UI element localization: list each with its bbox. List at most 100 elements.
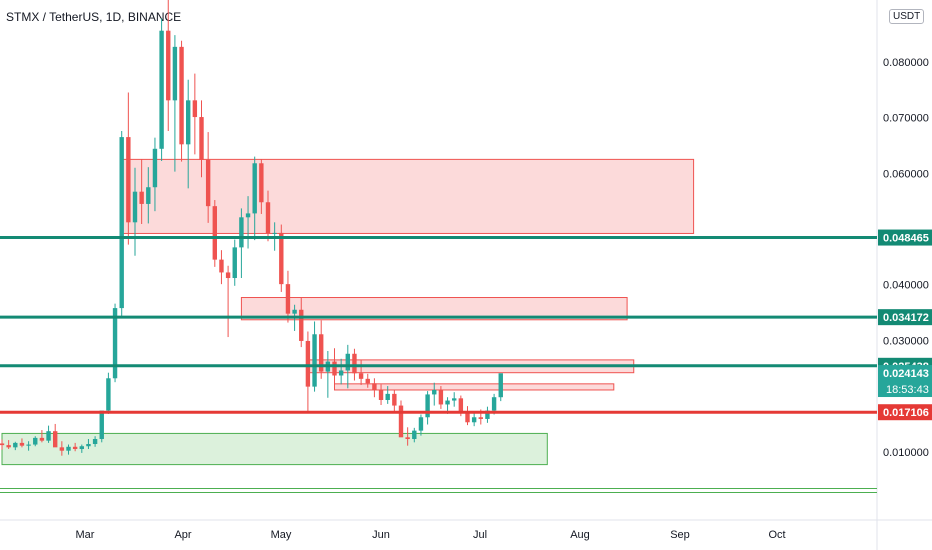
level-label-bg-1 — [878, 309, 932, 326]
candle-body-43 — [285, 284, 291, 314]
candle-body-39 — [259, 163, 264, 203]
candle-body-2 — [13, 442, 18, 448]
resistance-zone-1 — [240, 297, 628, 321]
candle-body-20 — [132, 191, 138, 223]
candle-body-1 — [6, 445, 11, 448]
current-price-bg — [878, 365, 932, 398]
chart-title: STMX / TetherUS, 1D, BINANCE — [6, 10, 182, 24]
y-tick-label-2: 0.060000 — [883, 168, 929, 180]
candle-body-67 — [445, 400, 450, 405]
candle-body-51 — [338, 370, 344, 376]
candle-body-16 — [106, 378, 111, 411]
candle-body-21 — [139, 191, 144, 204]
candle-body-56 — [372, 383, 377, 390]
candle-body-62 — [412, 430, 417, 439]
candle-body-13 — [86, 444, 91, 447]
y-tick-label-0: 0.080000 — [883, 57, 929, 69]
candle-body-3 — [19, 442, 25, 446]
y-tick-label-4: 0.030000 — [883, 335, 929, 347]
candle-body-6 — [39, 437, 45, 441]
candle-body-5 — [33, 437, 38, 445]
candle-body-59 — [392, 393, 397, 406]
candle-body-22 — [146, 187, 151, 204]
x-tick-label-may: May — [271, 529, 292, 541]
candle-body-23 — [152, 148, 158, 188]
candle-body-50 — [332, 361, 337, 376]
candle-body-65 — [432, 389, 437, 395]
candle-body-26 — [172, 46, 178, 101]
candle-body-44 — [292, 309, 297, 314]
candle-body-74 — [491, 397, 497, 411]
support-zone-4 — [1, 432, 548, 466]
candle-body-10 — [66, 446, 71, 451]
candle-body-15 — [99, 410, 104, 439]
candle-body-71 — [471, 417, 477, 423]
candle-body-55 — [365, 378, 370, 384]
level-label-0: 0.048465 — [883, 233, 929, 245]
x-tick-label-aug: Aug — [570, 529, 590, 541]
candle-body-30 — [199, 117, 204, 160]
candle-body-12 — [79, 446, 84, 450]
countdown-label: 18:53:43 — [886, 384, 929, 396]
candle-body-31 — [205, 159, 211, 207]
level-label-bg-0 — [878, 229, 932, 246]
candle-body-28 — [186, 100, 191, 145]
y-tick-label-5: 0.010000 — [883, 447, 929, 459]
candle-body-54 — [358, 373, 364, 379]
candle-body-25 — [166, 30, 171, 101]
candle-body-48 — [319, 334, 324, 372]
candle-body-66 — [438, 389, 444, 405]
candle-body-58 — [385, 393, 390, 400]
candle-body-46 — [305, 340, 311, 387]
candle-body-0 — [0, 443, 5, 446]
candle-body-19 — [126, 137, 131, 223]
candle-body-37 — [245, 213, 251, 218]
y-tick-label-3: 0.040000 — [883, 280, 929, 292]
x-tick-label-jul: Jul — [473, 529, 487, 541]
candle-body-27 — [179, 46, 184, 145]
level-label-1: 0.034172 — [883, 312, 929, 324]
candle-body-32 — [212, 206, 217, 260]
candle-body-36 — [239, 217, 244, 248]
candle-body-18 — [119, 137, 124, 309]
candle-body-60 — [398, 405, 404, 438]
candle-body-57 — [378, 389, 384, 400]
candle-body-72 — [478, 417, 483, 419]
candle-body-11 — [72, 446, 78, 450]
x-tick-label-jun: Jun — [372, 529, 390, 541]
candle-body-7 — [46, 431, 51, 441]
candle-body-33 — [219, 259, 224, 273]
candle-body-69 — [458, 398, 464, 413]
candle-body-4 — [26, 444, 31, 446]
level-label-bg-3 — [878, 404, 932, 421]
candle-body-52 — [345, 353, 350, 371]
x-tick-label-oct: Oct — [768, 529, 785, 541]
candle-body-9 — [59, 447, 65, 451]
candle-body-64 — [425, 394, 430, 418]
candle-body-61 — [405, 437, 410, 439]
candle-body-41 — [272, 232, 277, 234]
candle-body-29 — [192, 100, 198, 118]
x-tick-label-mar: Mar — [76, 529, 95, 541]
x-tick-label-apr: Apr — [174, 529, 191, 541]
candle-body-70 — [465, 412, 470, 423]
x-tick-label-sep: Sep — [670, 529, 690, 541]
candle-body-35 — [232, 247, 237, 279]
candle-body-14 — [92, 438, 98, 445]
y-tick-label-1: 0.070000 — [883, 113, 929, 125]
candle-body-68 — [452, 398, 457, 401]
candle-body-53 — [352, 353, 357, 374]
level-label-3: 0.017106 — [883, 407, 929, 419]
candle-body-17 — [112, 308, 118, 379]
currency-button[interactable]: USDT — [889, 9, 925, 24]
candle-body-42 — [279, 232, 284, 285]
candle-body-47 — [312, 334, 317, 387]
candle-body-38 — [252, 163, 257, 214]
candle-body-24 — [159, 30, 164, 149]
candle-body-73 — [485, 410, 490, 419]
candle-body-8 — [53, 431, 58, 448]
current-price-label: 0.024143 — [883, 368, 929, 380]
candle-body-63 — [418, 417, 424, 431]
